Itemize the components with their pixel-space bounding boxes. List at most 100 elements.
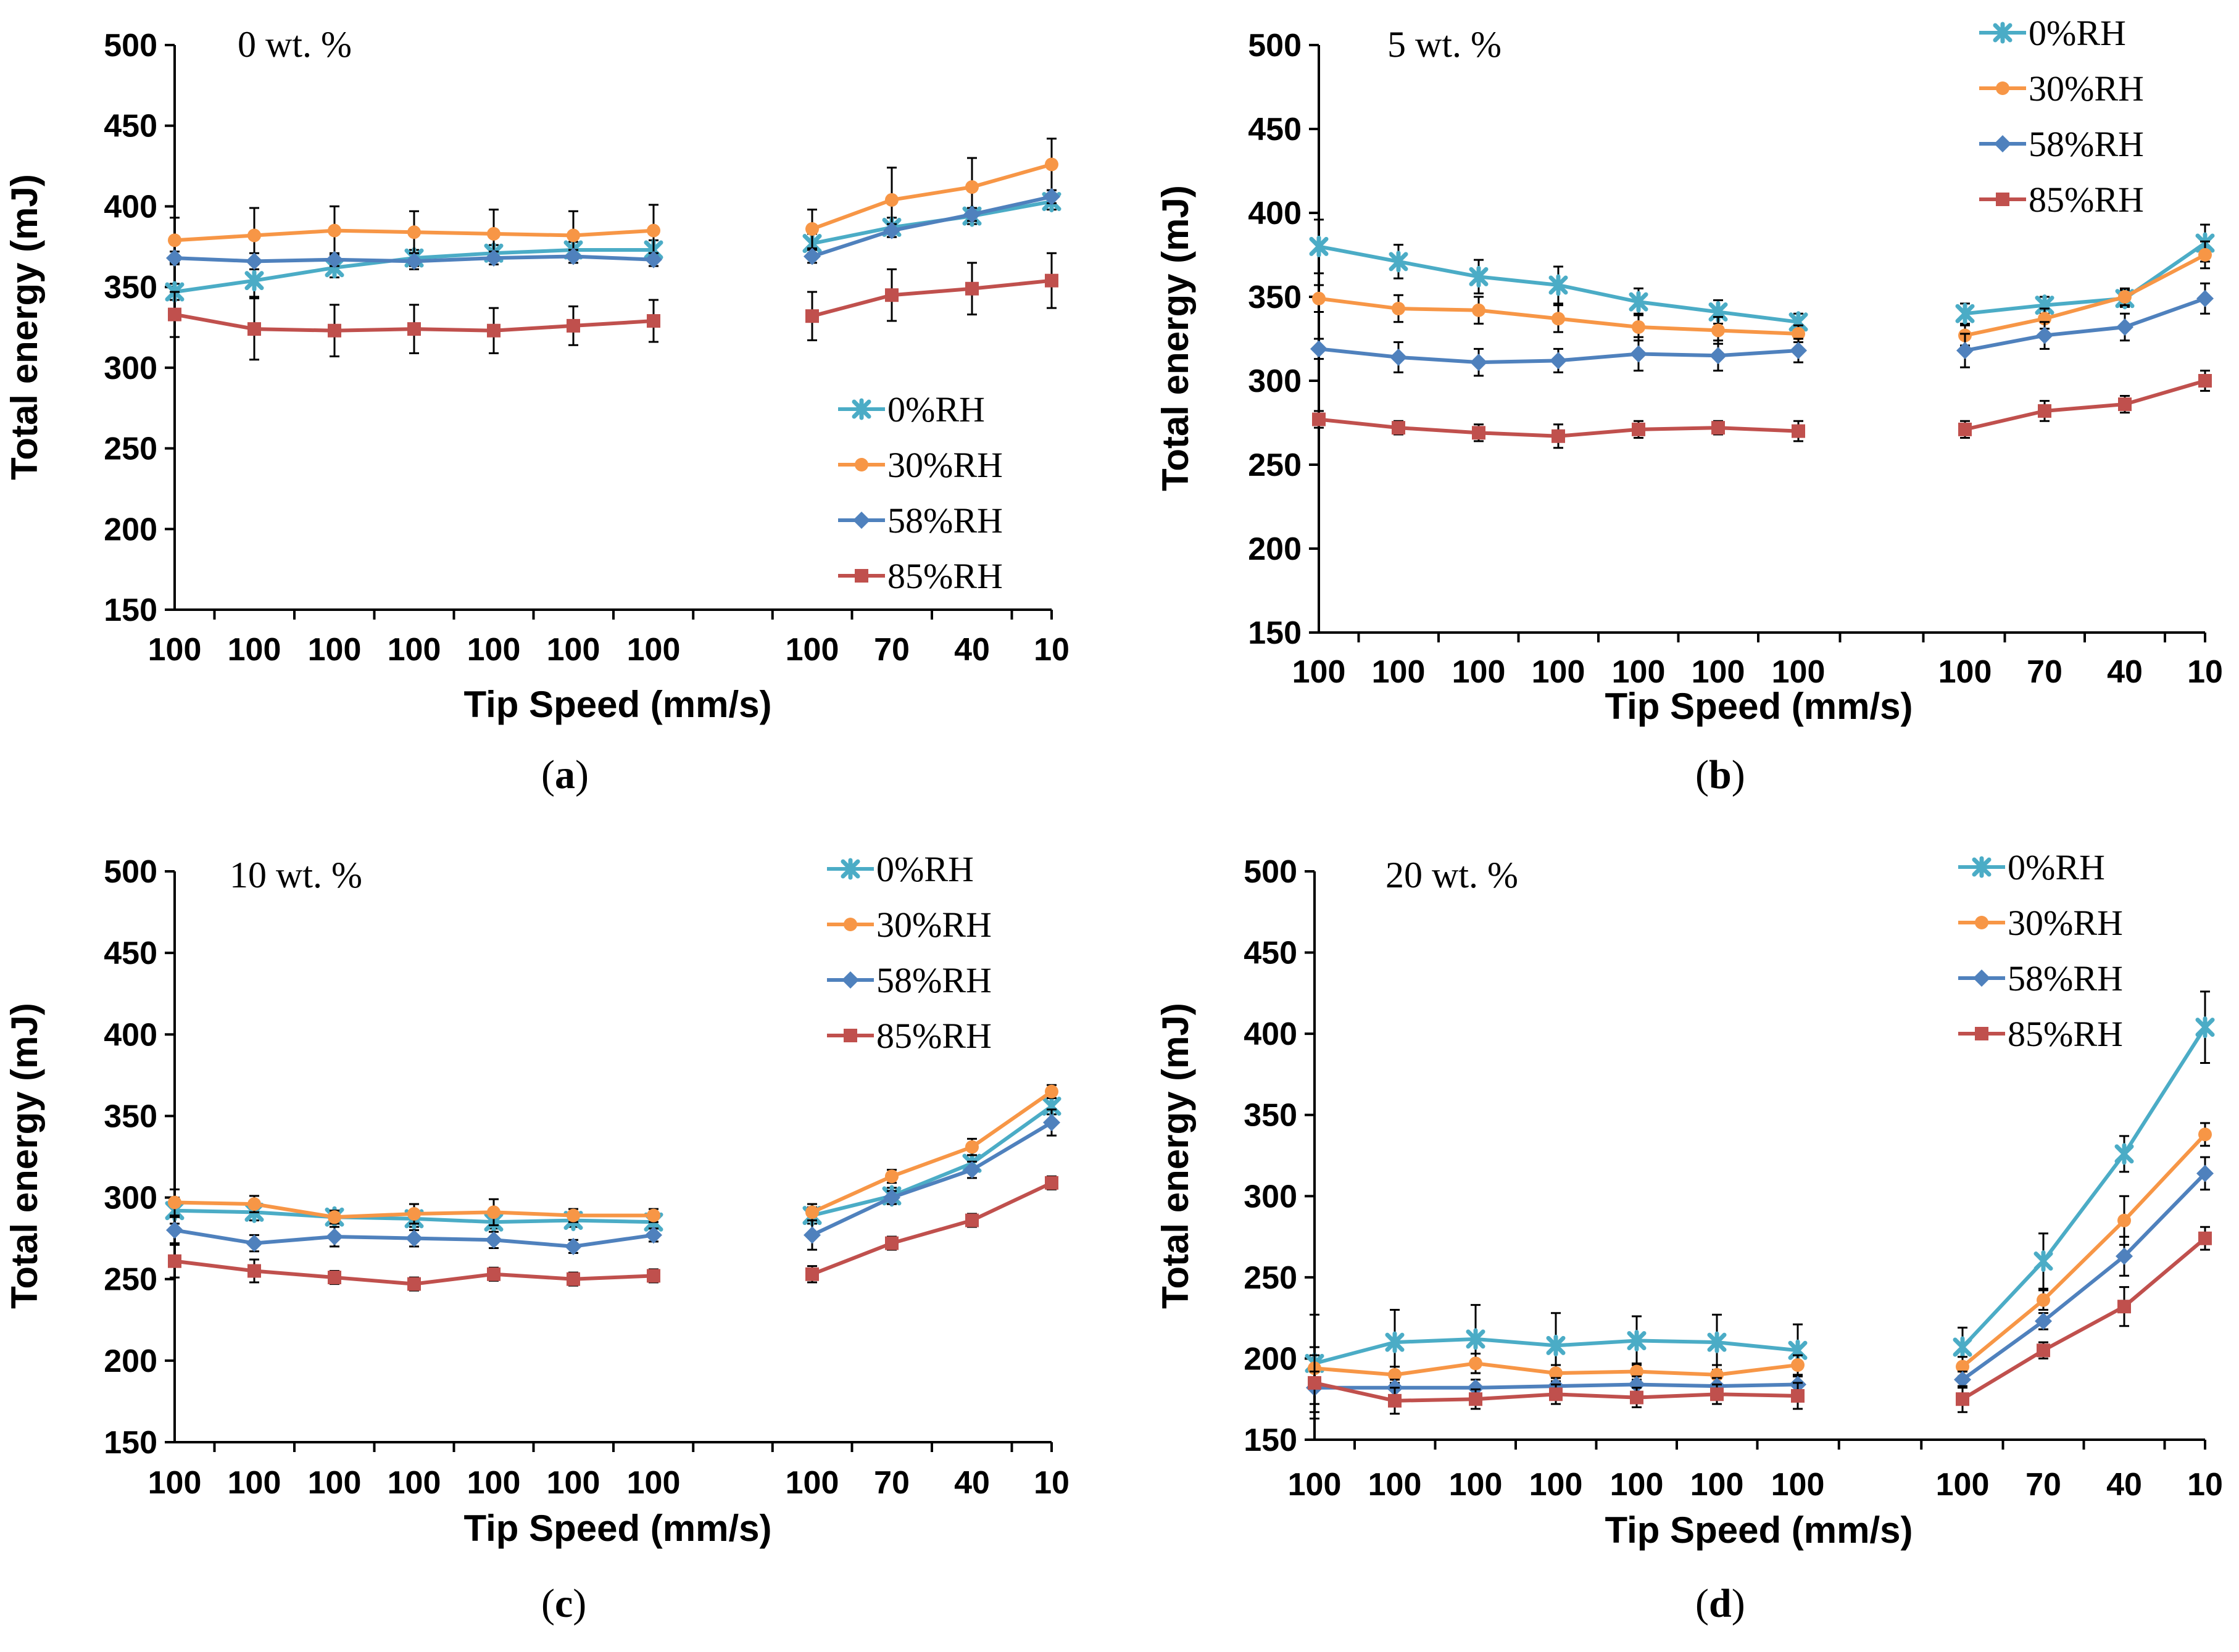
legend-label: 58%RH — [876, 960, 992, 1000]
data-point — [1791, 1358, 1805, 1372]
data-point — [487, 1267, 501, 1281]
y-tick-label: 500 — [1248, 28, 1302, 64]
data-point — [1043, 1114, 1060, 1131]
data-point — [1707, 1331, 1727, 1353]
x-tick-label: 100 — [1368, 1467, 1422, 1503]
data-point — [565, 1237, 582, 1255]
legend-entry: 0%RH — [1958, 847, 2105, 887]
data-point — [2037, 1343, 2050, 1358]
data-point — [1711, 323, 1725, 338]
series-58pct-rh — [166, 1108, 1060, 1255]
series-0pct-rh — [1309, 218, 2215, 333]
data-point — [965, 1140, 979, 1154]
data-point — [1548, 274, 1568, 296]
legend-marker — [1975, 916, 1988, 929]
data-point — [1550, 352, 1567, 370]
legend-label: 30%RH — [2008, 903, 2123, 943]
chart-panel-c: 150 200 250 300 350 400 450 500 100 100 100 100 100 1… — [4, 849, 1070, 1626]
data-point — [328, 223, 341, 238]
legend-entry: 58%RH — [1958, 958, 2123, 998]
data-point — [1469, 1356, 1482, 1371]
legend-label: 58%RH — [2008, 958, 2123, 998]
data-point — [567, 318, 580, 333]
data-point — [1466, 1328, 1485, 1350]
data-point — [246, 252, 263, 270]
legend-label: 30%RH — [2029, 68, 2144, 109]
x-tick-label: 100 — [1690, 1467, 1744, 1503]
data-point — [805, 1267, 819, 1281]
x-tick-label: 100 — [627, 1465, 681, 1501]
legend-entry: 85%RH — [1958, 1014, 2123, 1054]
y-tick-label: 450 — [104, 109, 157, 144]
legend-marker — [855, 569, 868, 583]
data-point — [1310, 340, 1327, 358]
legend-marker — [853, 512, 870, 529]
data-point — [804, 1226, 821, 1244]
data-point — [963, 205, 981, 223]
x-tick-label: 100 — [1692, 654, 1745, 690]
x-tick-label: 100 — [308, 1465, 362, 1501]
data-point — [1043, 188, 1060, 205]
x-tick-label: 100 — [1772, 654, 1826, 690]
x-tick-label: 100 — [1449, 1467, 1503, 1503]
y-tick-label: 300 — [104, 1181, 157, 1216]
x-tick-label: 100 — [228, 632, 281, 668]
data-point — [485, 1231, 502, 1249]
legend-label: 0%RH — [2008, 847, 2105, 887]
legend-marker — [1975, 1027, 1988, 1040]
series-line — [811, 162, 1052, 231]
legend-marker — [1972, 856, 1992, 878]
x-tick-label: 100 — [1612, 654, 1666, 690]
y-tick-label: 350 — [104, 1098, 157, 1134]
legend-entry: 58%RH — [1979, 124, 2144, 164]
y-tick-label: 350 — [1248, 280, 1302, 315]
data-point — [1546, 1334, 1566, 1356]
data-point — [567, 1272, 580, 1286]
x-tick-label: 70 — [2025, 1467, 2061, 1503]
data-point — [2116, 1247, 2133, 1265]
series-line — [1964, 296, 2206, 352]
data-point — [405, 252, 423, 270]
y-axis-title: Total energy (mJ) — [1155, 185, 1196, 491]
x-tick-label: 100 — [547, 1465, 600, 1501]
x-tick-label: 100 — [1938, 654, 1992, 690]
data-point — [1472, 426, 1485, 440]
data-point — [487, 226, 501, 241]
data-point — [1467, 1379, 1484, 1397]
data-point — [168, 307, 181, 322]
data-point — [407, 225, 421, 239]
legend-entry: 30%RH — [838, 445, 1003, 485]
panel-annotation: 0 wt. % — [238, 24, 352, 65]
data-point — [2196, 289, 2214, 307]
data-point — [328, 1210, 341, 1224]
y-tick-label: 200 — [104, 1343, 157, 1379]
data-point — [1792, 424, 1805, 438]
x-tick-label: 100 — [627, 632, 681, 668]
legend-label: 30%RH — [887, 445, 1003, 485]
y-tick-label: 500 — [1244, 854, 1297, 890]
x-tick-label: 100 — [1936, 1467, 1990, 1503]
data-point — [405, 1229, 423, 1247]
y-tick-label: 300 — [104, 351, 157, 386]
legend-entry: 85%RH — [1979, 180, 2144, 220]
data-point — [168, 1254, 181, 1268]
data-point — [645, 1226, 662, 1244]
legend-label: 0%RH — [2029, 13, 2126, 53]
data-point — [804, 247, 821, 265]
data-point — [1385, 1331, 1405, 1353]
series-line — [1961, 1172, 2207, 1382]
legend-entry: 85%RH — [838, 556, 1003, 596]
data-point — [1958, 422, 1972, 436]
x-tick-label: 100 — [1452, 654, 1506, 690]
data-point — [485, 249, 502, 267]
x-tick-label: 100 — [308, 632, 362, 668]
y-tick-label: 350 — [1244, 1098, 1297, 1134]
data-point — [963, 1161, 981, 1179]
series-0pct-rh — [165, 191, 1061, 303]
series-30pct-rh — [1312, 240, 2212, 347]
data-point — [1632, 422, 1645, 436]
data-point — [883, 222, 900, 239]
chart-panel-b: 150 200 250 300 350 400 450 500 100 100 100 100 100 1… — [1155, 13, 2223, 797]
data-point — [1630, 1364, 1643, 1379]
data-point — [247, 322, 261, 336]
